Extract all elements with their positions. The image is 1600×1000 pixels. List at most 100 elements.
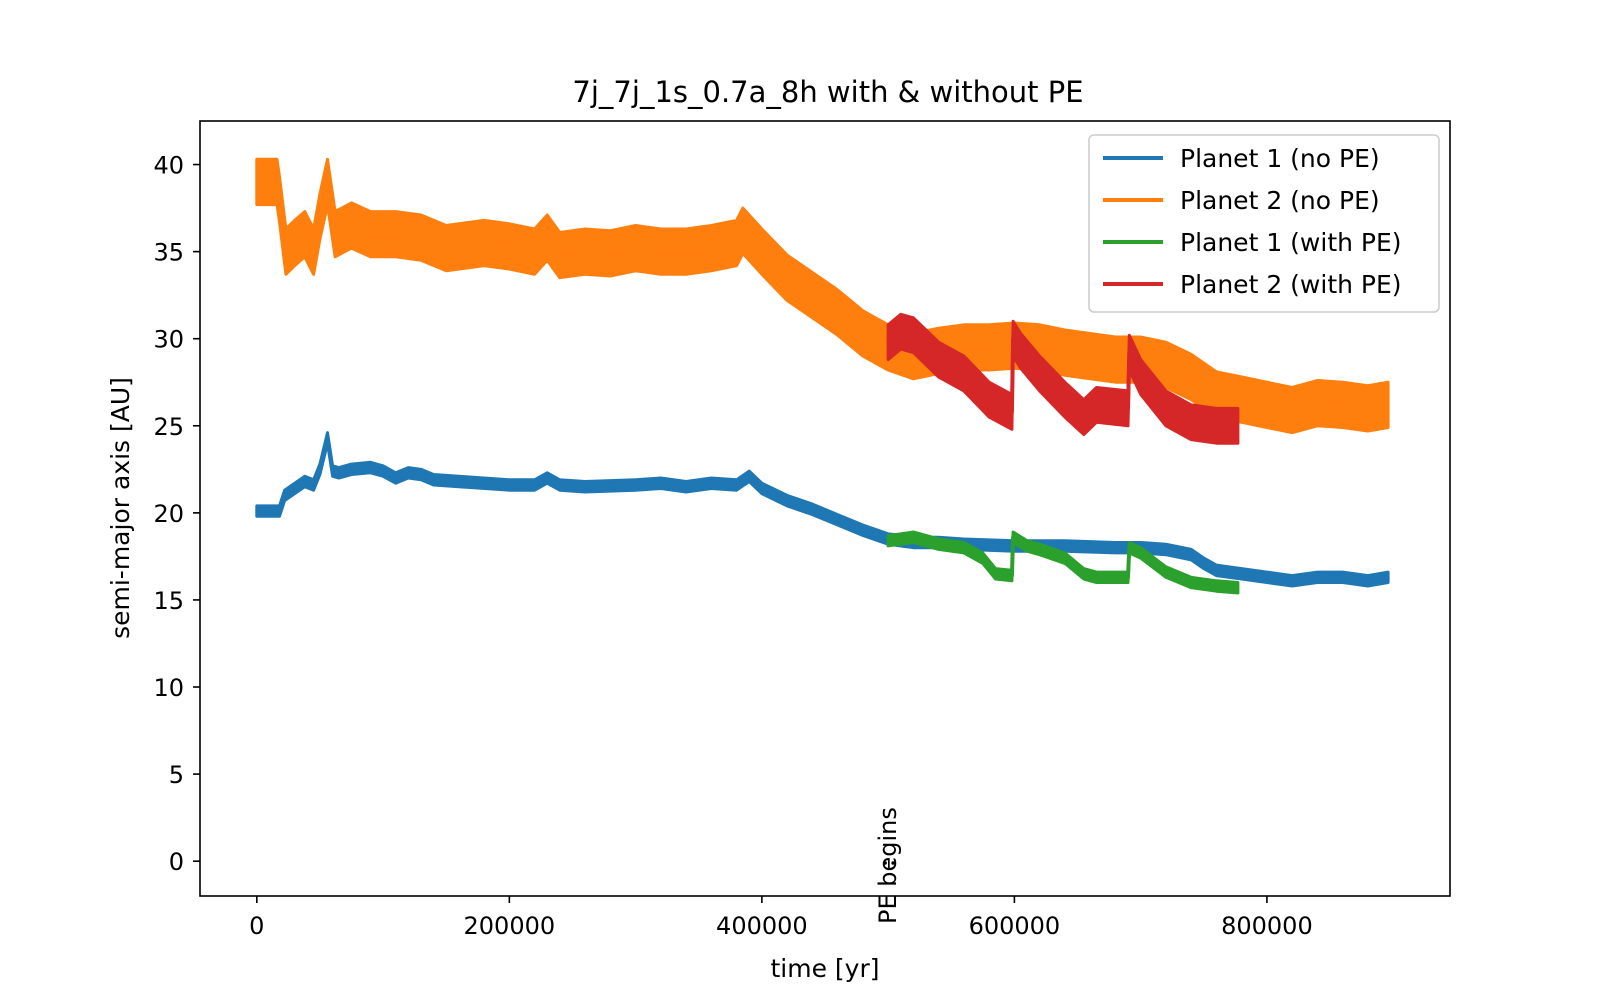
y-tick-label: 15 (153, 587, 184, 615)
data-point (546, 476, 549, 480)
data-point (583, 485, 587, 488)
y-axis: 0 5 10 15 20 25 30 35 40 (153, 152, 200, 876)
data-point (350, 468, 353, 471)
data-point (1291, 579, 1294, 582)
data-point (609, 252, 612, 255)
data-point (533, 250, 536, 253)
data-point (1190, 553, 1193, 556)
legend-entry: Planet 2 (no PE) (1103, 186, 1380, 215)
legend-entry: Planet 1 (with PE) (1103, 228, 1402, 257)
data-point (962, 372, 966, 375)
data-point (1019, 349, 1022, 353)
data-point (583, 250, 587, 253)
data-point (912, 354, 915, 358)
data-point (1164, 407, 1168, 410)
y-tick-label: 20 (153, 500, 184, 528)
data-point (1265, 576, 1269, 579)
data-point (659, 250, 663, 253)
data-point (318, 468, 322, 471)
data-point (312, 483, 315, 487)
data-point (811, 508, 814, 511)
x-tick-label: 600000 (969, 912, 1061, 940)
x-axis: 0 200000 400000 600000 800000 (249, 896, 1313, 940)
data-point (255, 180, 258, 184)
data-point (861, 529, 865, 532)
series-2 (255, 157, 1390, 435)
x-tick-label: 800000 (1221, 912, 1313, 940)
data-point (1316, 401, 1319, 405)
data-point (1265, 403, 1269, 407)
data-point (994, 572, 997, 575)
annotation-dot (891, 861, 895, 865)
data-point (326, 180, 329, 184)
data-point (886, 539, 890, 542)
data-point (1038, 346, 1041, 349)
data-point (981, 556, 984, 560)
data-point (1128, 351, 1131, 354)
data-point (1063, 556, 1067, 560)
data-point (899, 330, 902, 333)
data-point (924, 539, 928, 542)
data-point (1164, 363, 1168, 366)
data-point (811, 294, 814, 297)
data-point (1126, 407, 1130, 410)
series-band (886, 530, 1240, 595)
data-point (735, 241, 738, 245)
data-point (1164, 570, 1168, 574)
data-point (937, 358, 940, 361)
data-point (1190, 375, 1193, 379)
legend-label: Planet 1 (no PE) (1180, 144, 1380, 173)
data-point (1114, 358, 1117, 361)
pe-begins-label: PE begins (874, 807, 902, 924)
data-point (735, 483, 738, 487)
y-tick-label: 40 (153, 152, 184, 180)
data-point (1025, 544, 1029, 548)
data-point (1240, 572, 1243, 575)
data-point (836, 311, 839, 314)
data-point (369, 466, 372, 469)
data-point (278, 198, 281, 201)
data-point (432, 478, 435, 481)
data-point (1082, 415, 1086, 419)
data-point (1038, 548, 1041, 551)
data-point (1011, 337, 1015, 340)
data-point (445, 246, 448, 250)
data-point (659, 482, 663, 485)
plot-frame (199, 120, 1451, 897)
data-point (1164, 548, 1168, 551)
data-point (1236, 586, 1240, 589)
chart-title: 7j_7j_1s_0.7a_8h with & without PE (572, 75, 1083, 109)
data-point (962, 346, 966, 349)
data-point (1010, 410, 1014, 413)
data-point (1366, 407, 1370, 410)
data-point (1082, 572, 1086, 575)
data-point (419, 473, 423, 476)
data-point (381, 469, 385, 473)
y-tick-label: 35 (153, 239, 184, 267)
data-point (1139, 551, 1142, 555)
data-point (369, 233, 372, 236)
data-point (508, 245, 511, 248)
x-tick-label: 0 (249, 912, 264, 940)
data-point (293, 487, 296, 490)
y-tick-label: 5 (169, 761, 184, 789)
data-point (326, 436, 329, 440)
pe-begins-annotation: PE begins (874, 807, 902, 924)
data-point (293, 241, 296, 245)
data-point (962, 546, 966, 549)
data-point (350, 224, 353, 227)
data-point (419, 236, 423, 239)
data-point (457, 480, 460, 483)
data-point (912, 536, 915, 539)
data-point (1010, 574, 1014, 577)
x-axis-label: time [yr] (770, 954, 879, 983)
data-point (255, 509, 258, 513)
legend-label: Planet 2 (no PE) (1180, 186, 1380, 215)
annotation-dot (883, 861, 887, 865)
data-point (533, 483, 536, 487)
data-point (1095, 403, 1098, 407)
data-point (1114, 546, 1117, 549)
data-point (899, 537, 902, 541)
series-band (255, 157, 1390, 435)
data-point (1128, 546, 1131, 549)
